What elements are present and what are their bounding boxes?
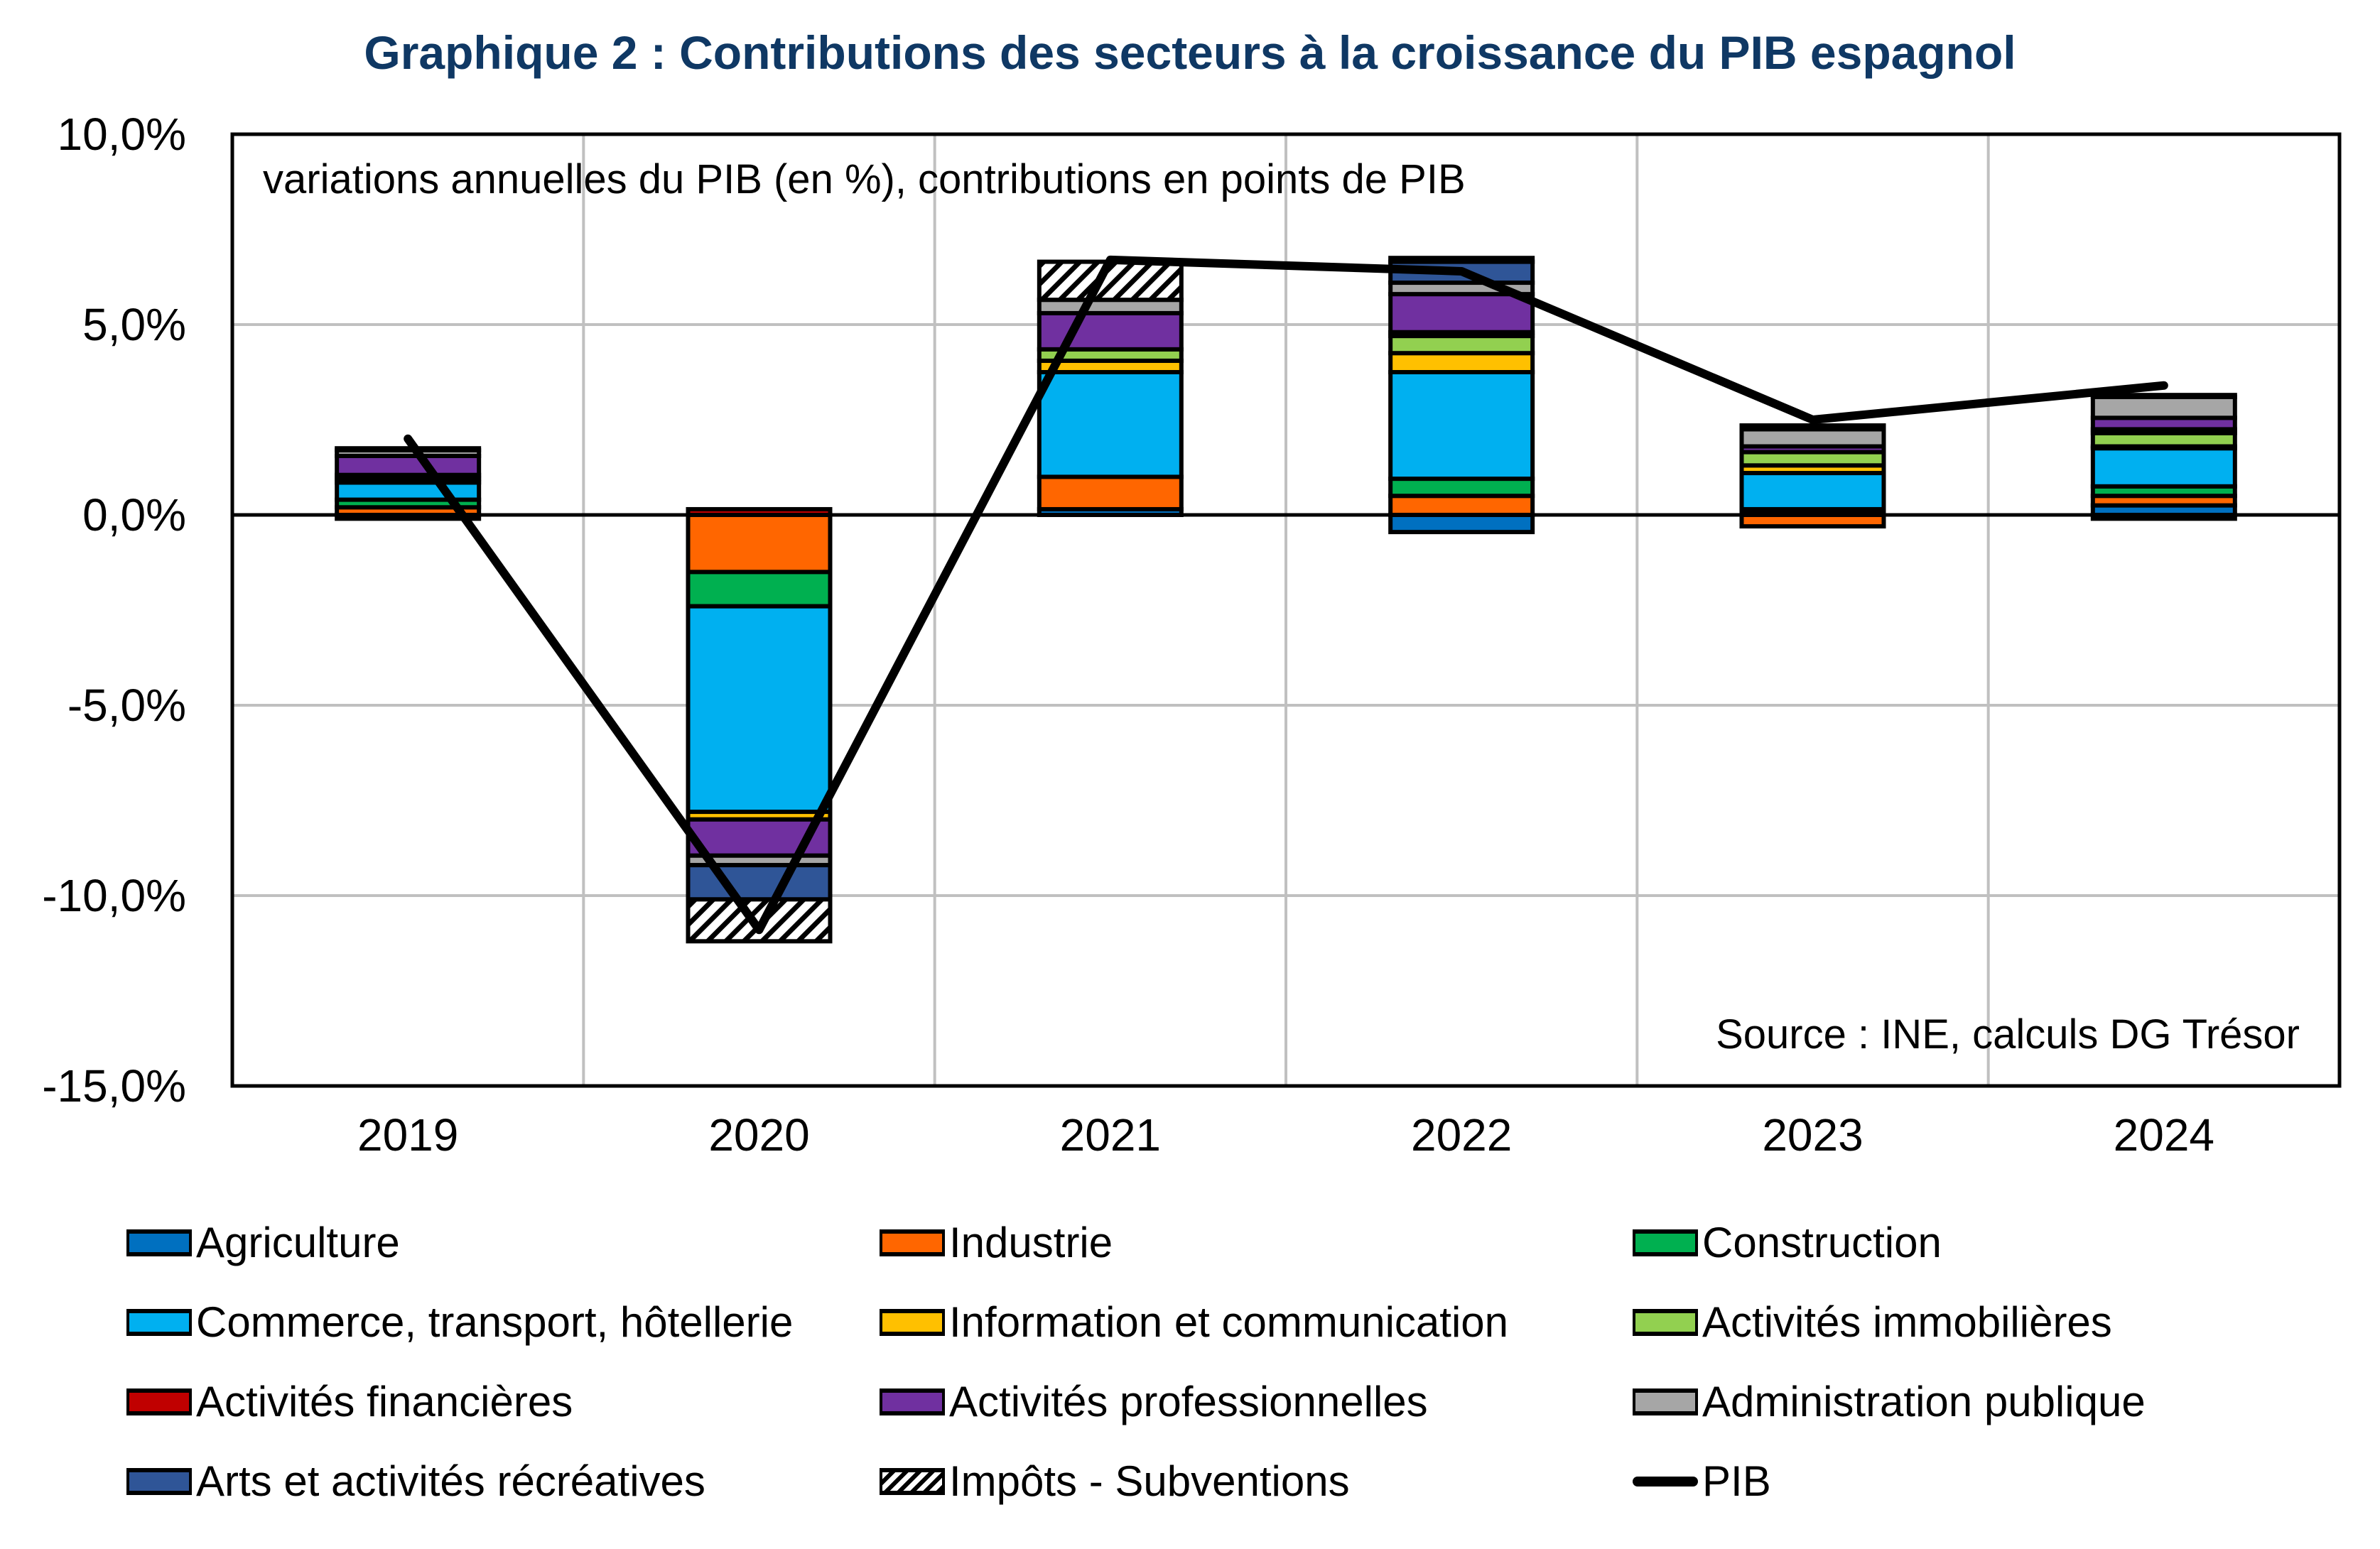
bar-segment <box>335 453 482 477</box>
legend-label: Activités financières <box>196 1378 573 1425</box>
legend-label: Impôts - Subventions <box>949 1457 1350 1505</box>
legend-item: Construction <box>1633 1218 1942 1267</box>
y-tick-label: 0,0% <box>82 489 186 540</box>
legend-swatch-icon <box>880 1467 945 1495</box>
legend-swatch-icon <box>880 1229 945 1256</box>
bar-stack-2022 <box>1388 256 1535 535</box>
bar-segment <box>1388 351 1535 375</box>
bar-segment <box>1037 370 1184 479</box>
legend-swatch-icon <box>880 1308 945 1336</box>
chart-title: Graphique 2 : Contributions des secteurs… <box>364 26 2016 79</box>
legend-label: Arts et activités récréatives <box>196 1457 705 1505</box>
legend-item: Administration publique <box>1633 1377 2146 1426</box>
legend-label: Administration publique <box>1702 1378 2146 1425</box>
bar-segment <box>335 446 482 452</box>
legend-item: Activités professionnelles <box>880 1377 1428 1426</box>
bar-segment <box>1388 477 1535 499</box>
y-tick-label: -10,0% <box>42 870 186 921</box>
legend-label: Industrie <box>949 1219 1113 1266</box>
y-tick-label: 5,0% <box>82 299 186 350</box>
y-tick-label: -5,0% <box>67 680 186 731</box>
y-axis-ticks: 10,0% 5,0% 0,0% -5,0% -10,0% -15,0% <box>42 109 186 1112</box>
bar-segment <box>686 897 833 944</box>
legend-item: Arts et activités récréatives <box>126 1457 705 1506</box>
bar-segment <box>335 480 482 502</box>
bar-segment <box>2090 394 2237 420</box>
legend-swatch-icon <box>880 1388 945 1415</box>
legend-item: Activités financières <box>126 1377 573 1426</box>
legend-item: Information et communication <box>880 1298 1508 1347</box>
bar-segment <box>1037 474 1184 511</box>
bar-stack-2024 <box>2090 393 2237 521</box>
legend-label: Information et communication <box>949 1298 1509 1346</box>
bar-stack-2021 <box>1037 259 1184 518</box>
gridlines <box>232 133 2340 1087</box>
y-tick-label: 10,0% <box>58 109 186 160</box>
legend-swatch-icon <box>126 1229 192 1256</box>
bar-stacks <box>335 256 2237 944</box>
legend-item: Agriculture <box>126 1218 400 1267</box>
bar-segment <box>1037 310 1184 352</box>
bar-segment <box>686 513 833 575</box>
legend-swatch-icon <box>126 1388 192 1415</box>
plot-frame <box>230 132 2342 1088</box>
bar-segment <box>686 570 833 609</box>
pib-line <box>404 255 2168 935</box>
x-tick-label: 2022 <box>1411 1109 1512 1161</box>
legend-item: PIB <box>1633 1457 1771 1506</box>
bar-segment <box>1739 471 1886 511</box>
legend-item: Impôts - Subventions <box>880 1457 1350 1506</box>
bar-segment <box>1388 292 1535 335</box>
stacked-bar-chart: 10,0%5,0%0,0%-5,0%-10,0%-15,0% 2019 2020 2… <box>42 109 2342 1161</box>
x-tick-label: 2020 <box>708 1109 809 1161</box>
bar-segment <box>1388 334 1535 356</box>
bar-segment <box>1739 427 1886 449</box>
bar-segment <box>2090 446 2237 489</box>
legend-label: Activités immobilières <box>1702 1298 2112 1346</box>
bar-segment <box>1388 256 1535 264</box>
legend-label: Commerce, transport, hôtellerie <box>196 1298 794 1346</box>
legend-item: Commerce, transport, hôtellerie <box>126 1298 793 1347</box>
x-tick-label: 2023 <box>1762 1109 1863 1161</box>
legend-swatch-icon <box>1633 1476 1698 1487</box>
bar-segment <box>1388 513 1535 535</box>
legend-swatch-icon <box>126 1308 192 1336</box>
bar-segment <box>2090 393 2237 399</box>
bar-segment <box>686 604 833 815</box>
legend-swatch-icon <box>1633 1388 1698 1415</box>
x-tick-label: 2021 <box>1060 1109 1161 1161</box>
legend-item: Activités immobilières <box>1633 1298 2112 1347</box>
chart-subtitle: variations annuelles du PIB (en %), cont… <box>263 156 1466 202</box>
legend-label: Construction <box>1702 1219 1942 1266</box>
legend-item: Industrie <box>880 1218 1113 1267</box>
bar-stack-2023 <box>1739 423 1886 529</box>
bar-segment <box>1388 494 1535 518</box>
bar-segment <box>1739 423 1886 432</box>
bar-segment <box>1388 370 1535 482</box>
y-tick-label: -15,0% <box>42 1060 186 1112</box>
x-tick-label: 2024 <box>2114 1109 2214 1161</box>
legend-swatch-icon <box>126 1467 192 1495</box>
legend-label: Activités professionnelles <box>949 1378 1428 1425</box>
bar-stack-2020 <box>686 506 833 944</box>
legend-swatch-icon <box>1633 1229 1698 1256</box>
bar-segment <box>686 863 833 902</box>
legend-swatch-icon <box>1633 1308 1698 1336</box>
source-note: Source : INE, calculs DG Trésor <box>1716 1011 2300 1058</box>
x-tick-label: 2019 <box>357 1109 458 1161</box>
x-axis-ticks: 2019 2020 2021 2022 2023 2024 <box>357 1109 2214 1161</box>
legend-label: Agriculture <box>196 1219 400 1266</box>
legend-label: PIB <box>1702 1457 1771 1505</box>
